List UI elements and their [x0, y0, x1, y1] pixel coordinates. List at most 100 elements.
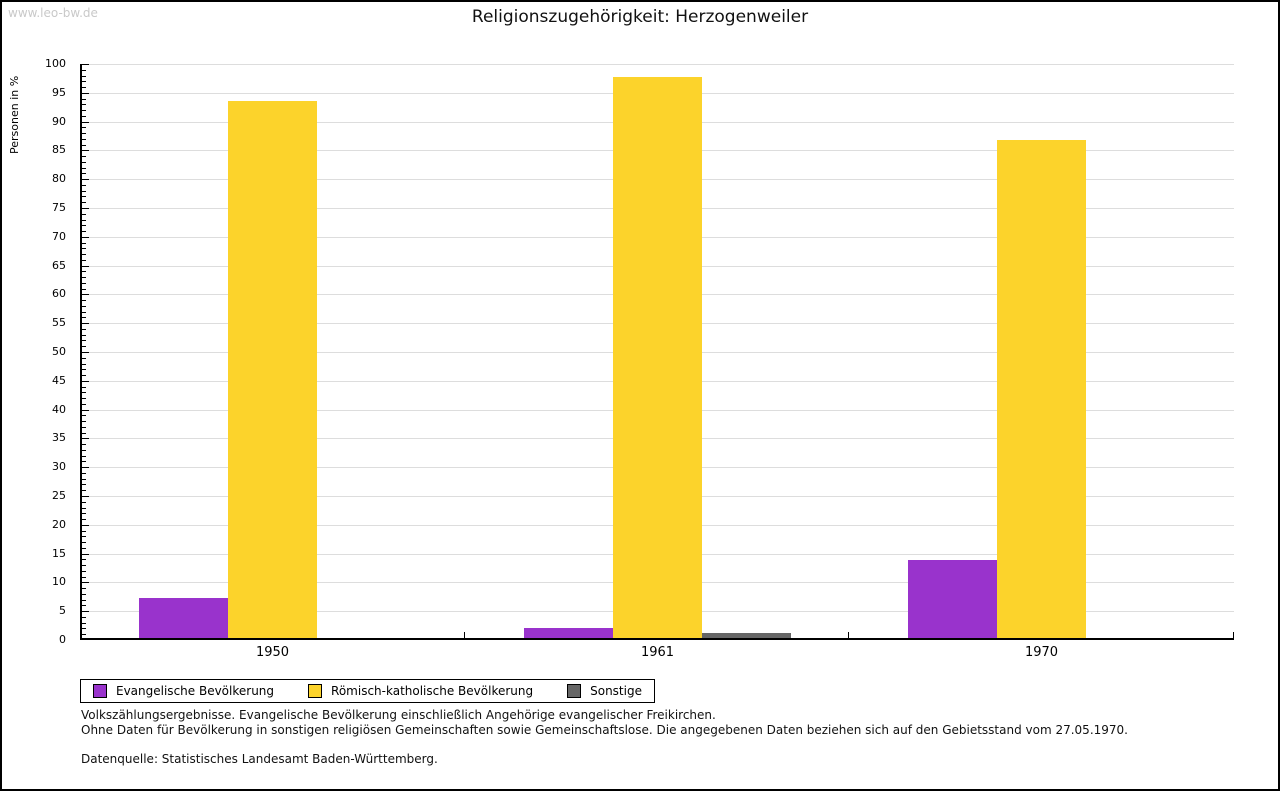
y-major-tick — [82, 122, 89, 123]
y-major-tick — [82, 496, 89, 497]
y-minor-tick — [82, 317, 86, 318]
y-minor-tick — [82, 502, 86, 503]
y-minor-tick — [82, 415, 86, 416]
y-axis-tick-labels: 0 5 10 15 20 25 30 35 40 45 50 55 60 65 70 75 80 85 90 95 10… — [30, 57, 74, 646]
y-tick-label: 30 — [52, 460, 66, 473]
x-boundary-tick — [848, 632, 849, 638]
y-minor-tick — [82, 398, 86, 399]
y-minor-tick — [82, 628, 86, 629]
legend-label: Evangelische Bevölkerung — [116, 684, 275, 698]
y-minor-tick — [82, 306, 86, 307]
y-major-tick — [82, 352, 89, 353]
legend-item-katholisch: Römisch-katholische Bevölkerung — [308, 684, 533, 698]
x-axis-line — [80, 638, 1234, 640]
footnote-line-2: Ohne Daten für Bevölkerung in sonstigen … — [81, 723, 1128, 737]
y-tick-label: 60 — [52, 287, 66, 300]
footnote-text: Volkszählungsergebnisse. Evangelische Be… — [81, 708, 1128, 738]
y-minor-tick — [82, 289, 86, 290]
bar-1970-series-1 — [997, 140, 1086, 638]
legend: Evangelische Bevölkerung Römisch-katholi… — [80, 679, 655, 703]
y-tick-label: 45 — [52, 374, 66, 387]
y-minor-tick — [82, 76, 86, 77]
y-minor-tick — [82, 427, 86, 428]
y-axis-title: Personen in % — [8, 75, 21, 154]
y-minor-tick — [82, 335, 86, 336]
y-tick-label: 50 — [52, 345, 66, 358]
y-minor-tick — [82, 634, 86, 635]
y-minor-tick — [82, 473, 86, 474]
y-minor-tick — [82, 231, 86, 232]
y-minor-tick — [82, 300, 86, 301]
bar-1961-series-2 — [702, 633, 791, 638]
bar-1950-series-1 — [228, 101, 317, 638]
x-tick-label: 1950 — [255, 645, 290, 660]
gridline — [82, 64, 1234, 65]
y-minor-tick — [82, 369, 86, 370]
bar-1961-series-1 — [613, 77, 702, 638]
y-major-tick — [82, 93, 89, 94]
y-minor-tick — [82, 461, 86, 462]
y-minor-tick — [82, 508, 86, 509]
y-major-tick — [82, 150, 89, 151]
y-major-tick — [82, 582, 89, 583]
y-minor-tick — [82, 548, 86, 549]
y-major-tick — [82, 208, 89, 209]
y-minor-tick — [82, 479, 86, 480]
legend-swatch-purple-icon — [93, 684, 107, 698]
y-tick-label: 5 — [59, 604, 66, 617]
y-minor-tick — [82, 156, 86, 157]
y-tick-label: 15 — [52, 547, 66, 560]
y-minor-tick — [82, 559, 86, 560]
y-minor-tick — [82, 404, 86, 405]
footnote-line-1: Volkszählungsergebnisse. Evangelische Be… — [81, 708, 716, 722]
bar-1970-series-0 — [908, 560, 997, 638]
y-minor-tick — [82, 588, 86, 589]
y-minor-tick — [82, 346, 86, 347]
y-minor-tick — [82, 202, 86, 203]
y-axis-line — [80, 64, 82, 640]
plot-area — [80, 64, 1234, 640]
legend-item-sonstige: Sonstige — [567, 684, 642, 698]
y-minor-tick — [82, 81, 86, 82]
legend-label: Sonstige — [590, 684, 642, 698]
y-minor-tick — [82, 162, 86, 163]
y-minor-tick — [82, 104, 86, 105]
y-major-tick — [82, 438, 89, 439]
y-minor-tick — [82, 214, 86, 215]
y-tick-label: 90 — [52, 115, 66, 128]
y-minor-tick — [82, 450, 86, 451]
chart-title: Religionszugehörigkeit: Herzogenweiler — [471, 7, 809, 27]
y-minor-tick — [82, 456, 86, 457]
y-minor-tick — [82, 571, 86, 572]
y-major-tick — [82, 266, 89, 267]
y-major-tick — [82, 611, 89, 612]
y-major-tick — [82, 294, 89, 295]
y-tick-label: 0 — [59, 633, 66, 646]
y-minor-tick — [82, 243, 86, 244]
y-minor-tick — [82, 283, 86, 284]
y-major-tick — [82, 179, 89, 180]
y-tick-label: 55 — [52, 316, 66, 329]
y-minor-tick — [82, 87, 86, 88]
y-tick-label: 25 — [52, 489, 66, 502]
y-major-tick — [82, 381, 89, 382]
y-tick-label: 95 — [52, 86, 66, 99]
y-minor-tick — [82, 519, 86, 520]
y-major-tick — [82, 237, 89, 238]
y-major-tick — [82, 323, 89, 324]
y-minor-tick — [82, 484, 86, 485]
y-major-tick — [82, 64, 89, 65]
x-axis-tick-labels: 1950 1961 1970 — [80, 645, 1234, 661]
y-tick-label: 10 — [52, 575, 66, 588]
x-boundary-tick — [464, 632, 465, 638]
y-major-tick — [82, 467, 89, 468]
y-tick-label: 100 — [45, 57, 66, 70]
y-minor-tick — [82, 185, 86, 186]
y-minor-tick — [82, 271, 86, 272]
y-minor-tick — [82, 277, 86, 278]
y-minor-tick — [82, 605, 86, 606]
bar-1961-series-0 — [524, 628, 613, 638]
y-minor-tick — [82, 220, 86, 221]
y-minor-tick — [82, 145, 86, 146]
